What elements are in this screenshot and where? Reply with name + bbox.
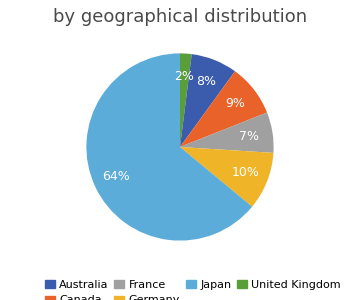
Wedge shape [180, 71, 267, 147]
Legend: Australia, Canada, France, Germany, Japan, United Kingdom: Australia, Canada, France, Germany, Japa… [40, 275, 346, 300]
Text: 64%: 64% [103, 170, 130, 183]
Text: 9%: 9% [225, 98, 246, 110]
Wedge shape [180, 112, 274, 153]
Text: 8%: 8% [196, 75, 216, 88]
Text: 10%: 10% [231, 166, 259, 179]
Text: 2%: 2% [175, 70, 194, 83]
Wedge shape [180, 147, 273, 207]
Wedge shape [180, 53, 192, 147]
Text: 7%: 7% [239, 130, 259, 142]
Wedge shape [180, 54, 235, 147]
Title: Allocation of funds
by geographical distribution: Allocation of funds by geographical dist… [53, 0, 307, 26]
Wedge shape [86, 53, 252, 241]
